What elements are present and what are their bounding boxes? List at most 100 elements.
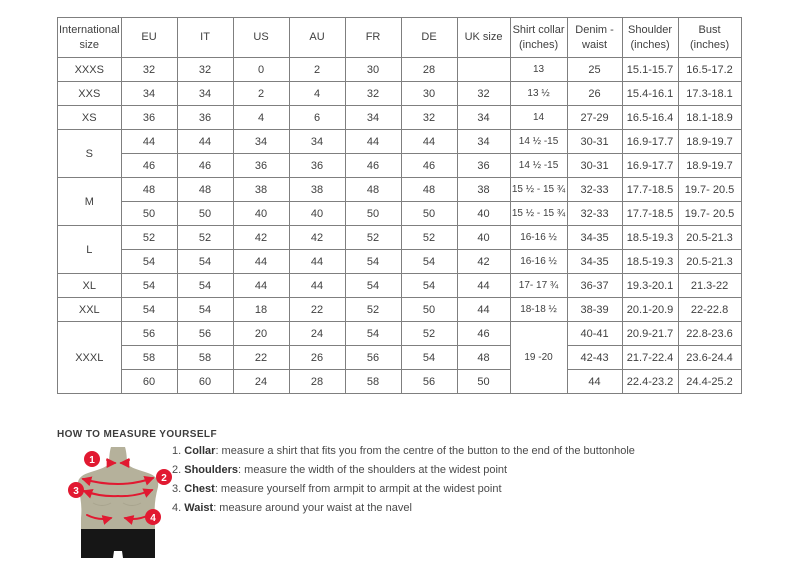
eu-size-cell: 54 bbox=[120, 297, 178, 322]
size-conversion-table: International size EU IT US AU FR DE UK size Shi… bbox=[57, 17, 742, 394]
table-row: 58 58 22 26 56 54 48 42-43 21.7-22.4 23.6-24.4 bbox=[58, 345, 742, 370]
bust-cell: 21.3-22 bbox=[677, 273, 742, 298]
denim-waist-cell: 32-33 bbox=[566, 201, 623, 226]
column-header: UK size bbox=[456, 17, 511, 58]
eu-size-cell: 34 bbox=[120, 81, 178, 106]
column-header: US bbox=[232, 17, 290, 58]
measure-instructions: 1. Collar: measure a shirt that fits you… bbox=[172, 445, 635, 521]
step-number: 2. bbox=[172, 464, 182, 476]
au-size-cell: 34 bbox=[288, 129, 346, 154]
shirt-collar-cell: 18-18 ½ bbox=[509, 297, 568, 322]
uk-size-cell: 50 bbox=[456, 369, 511, 394]
shirt-collar-cell: 19 -20 bbox=[509, 321, 568, 394]
denim-waist-cell: 38-39 bbox=[566, 297, 623, 322]
de-size-cell: 50 bbox=[400, 201, 458, 226]
denim-waist-cell: 36-37 bbox=[566, 273, 623, 298]
table-row: L 52 52 42 42 52 52 40 16-16 ½ 34-35 18.5-19.3 20.5… bbox=[57, 225, 742, 274]
denim-waist-cell: 30-31 bbox=[566, 153, 623, 178]
column-header: FR bbox=[344, 17, 402, 58]
chest-measure-arrow bbox=[117, 488, 154, 498]
it-size-cell: 52 bbox=[176, 225, 234, 250]
au-size-cell: 4 bbox=[288, 81, 346, 106]
us-size-cell: 20 bbox=[232, 321, 290, 346]
measure-badge-3-number: 3 bbox=[73, 486, 79, 497]
au-size-cell: 40 bbox=[288, 201, 346, 226]
uk-size-cell: 46 bbox=[456, 321, 511, 346]
international-size-cell: M bbox=[57, 177, 122, 226]
measure-step-chest: 3. Chest: measure yourself from armpit t… bbox=[172, 483, 635, 495]
it-size-cell: 56 bbox=[176, 321, 234, 346]
column-header: IT bbox=[176, 17, 234, 58]
denim-waist-cell: 44 bbox=[566, 369, 623, 394]
bust-cell: 23.6-24.4 bbox=[677, 345, 742, 370]
denim-waist-cell: 42-43 bbox=[566, 345, 623, 370]
column-header: International size bbox=[57, 17, 122, 58]
shoulder-cell: 18.5-19.3 bbox=[621, 249, 679, 274]
neck-measure-arrow bbox=[119, 457, 130, 468]
uk-size-cell: 34 bbox=[456, 105, 511, 130]
fr-size-cell: 32 bbox=[344, 81, 402, 106]
table-row: XXL 54 54 18 22 52 50 44 18-18 ½ 38-39 20.1-20.9 22… bbox=[57, 297, 742, 322]
uk-size-cell: 42 bbox=[456, 249, 511, 274]
fr-size-cell: 54 bbox=[344, 273, 402, 298]
shoulder-cell: 15.1-15.7 bbox=[621, 57, 679, 82]
bust-cell: 18.9-19.7 bbox=[677, 153, 742, 178]
fr-size-cell: 54 bbox=[344, 321, 402, 346]
shoulder-cell: 17.7-18.5 bbox=[621, 177, 679, 202]
denim-waist-cell: 27-29 bbox=[566, 105, 623, 130]
au-size-cell: 44 bbox=[288, 273, 346, 298]
it-size-cell: 36 bbox=[176, 105, 234, 130]
international-size-cell: XL bbox=[57, 273, 122, 298]
bust-cell: 20.5-21.3 bbox=[677, 249, 742, 274]
it-size-cell: 32 bbox=[176, 57, 234, 82]
measure-badge-4 bbox=[145, 509, 161, 525]
shirt-collar-cell: 13 bbox=[509, 57, 568, 82]
denim-waist-cell: 25 bbox=[566, 57, 623, 82]
shirt-collar-cell: 17- 17 ¾ bbox=[509, 273, 568, 298]
column-header: Bust (inches) bbox=[677, 17, 742, 58]
measure-step-waist: 4. Waist: measure around your waist at t… bbox=[172, 502, 635, 514]
de-size-cell: 56 bbox=[400, 369, 458, 394]
de-size-cell: 50 bbox=[400, 297, 458, 322]
fr-size-cell: 46 bbox=[344, 153, 402, 178]
uk-size-cell bbox=[456, 57, 511, 82]
denim-waist-cell: 26 bbox=[566, 81, 623, 106]
de-size-cell: 30 bbox=[400, 81, 458, 106]
uk-size-cell: 44 bbox=[456, 297, 511, 322]
au-size-cell: 44 bbox=[288, 249, 346, 274]
us-size-cell: 34 bbox=[232, 129, 290, 154]
fr-size-cell: 52 bbox=[344, 297, 402, 322]
column-header: Shirt collar (inches) bbox=[509, 17, 568, 58]
uk-size-cell: 40 bbox=[456, 225, 511, 250]
table-row: XS 36 36 4 6 34 32 34 14 27-29 16.5-16.4 18.1-18.9 bbox=[57, 105, 742, 130]
shirt-collar-cell: 14 bbox=[509, 105, 568, 130]
denim-waist-cell: 30-31 bbox=[566, 129, 623, 154]
step-text: : measure a shirt that fits you from the… bbox=[215, 445, 635, 457]
us-size-cell: 4 bbox=[232, 105, 290, 130]
bust-cell: 17.3-18.1 bbox=[677, 81, 742, 106]
step-label: Chest bbox=[184, 483, 215, 495]
eu-size-cell: 36 bbox=[120, 105, 178, 130]
eu-size-cell: 52 bbox=[120, 225, 178, 250]
uk-size-cell: 40 bbox=[456, 201, 511, 226]
step-text: : measure the width of the shoulders at … bbox=[238, 464, 508, 476]
uk-size-cell: 38 bbox=[456, 177, 511, 202]
us-size-cell: 22 bbox=[232, 345, 290, 370]
shoulder-cell: 20.9-21.7 bbox=[621, 321, 679, 346]
shirt-collar-cell: 15 ½ - 15 ¾ bbox=[509, 201, 568, 226]
bust-cell: 22.8-23.6 bbox=[677, 321, 742, 346]
table-header-row: International size EU IT US AU FR DE UK size Shi… bbox=[57, 17, 742, 58]
au-size-cell: 42 bbox=[288, 225, 346, 250]
de-size-cell: 28 bbox=[400, 57, 458, 82]
mannequin-torso bbox=[77, 447, 159, 530]
shoulder-measure-arrow bbox=[81, 476, 119, 487]
international-size-cell: XXL bbox=[57, 297, 122, 322]
bust-cell: 20.5-21.3 bbox=[677, 225, 742, 250]
us-size-cell: 44 bbox=[232, 273, 290, 298]
uk-size-cell: 36 bbox=[456, 153, 511, 178]
international-size-cell: XS bbox=[57, 105, 122, 130]
au-size-cell: 36 bbox=[288, 153, 346, 178]
de-size-cell: 44 bbox=[400, 129, 458, 154]
shoulder-cell: 16.9-17.7 bbox=[621, 153, 679, 178]
eu-size-cell: 50 bbox=[120, 201, 178, 226]
